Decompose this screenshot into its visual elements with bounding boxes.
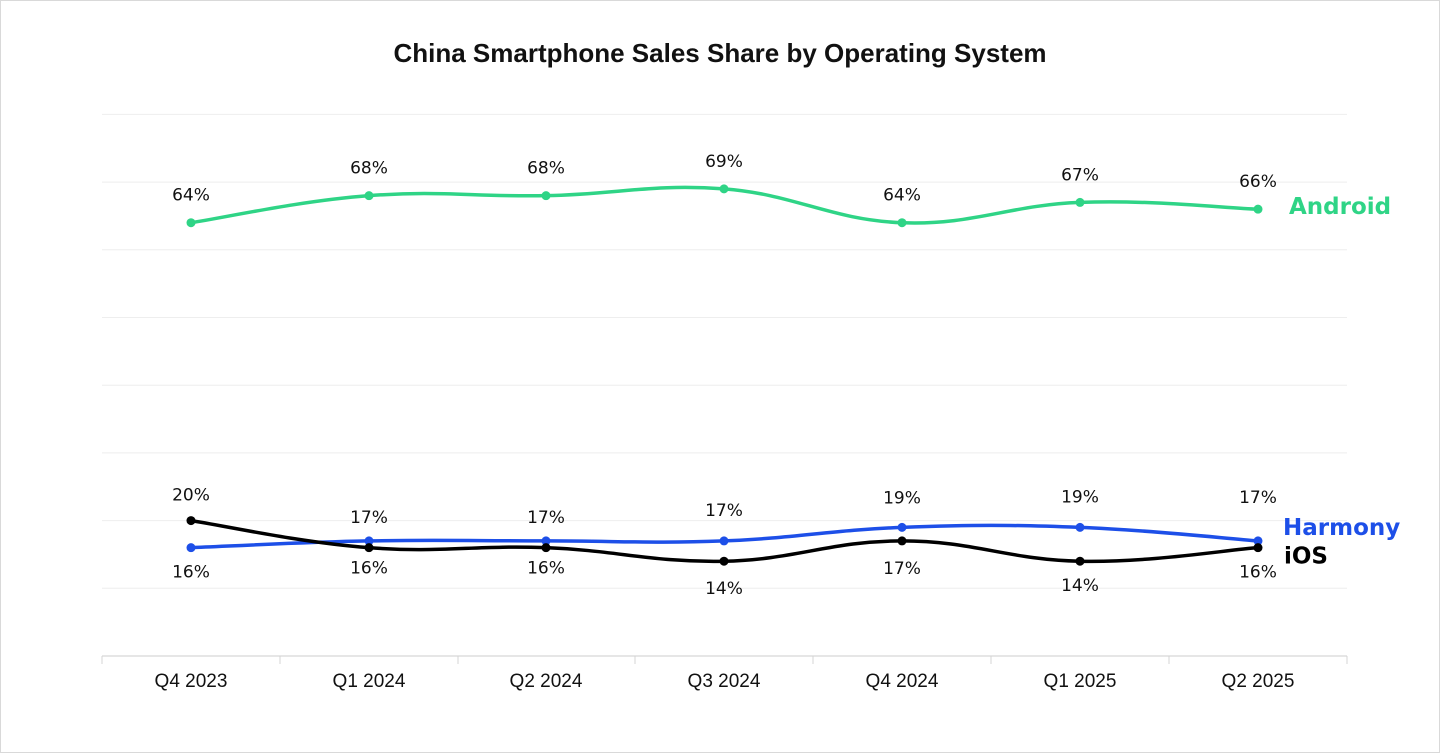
x-tick-label: Q4 2023 (155, 671, 228, 692)
ios-value-label: 16% (527, 559, 565, 579)
android-value-label: 64% (883, 186, 921, 206)
harmony-value-label: 16% (172, 563, 210, 583)
ios-point (541, 543, 551, 553)
chart-title: China Smartphone Sales Share by Operatin… (393, 38, 1047, 68)
android-point (1075, 197, 1085, 207)
harmony-point (541, 536, 551, 546)
harmony-point (1075, 522, 1085, 532)
ios-value-label: 16% (1239, 563, 1277, 583)
harmony-point (186, 543, 196, 553)
harmony-point (719, 536, 729, 546)
ios-point (1075, 556, 1085, 566)
android-value-label: 67% (1061, 165, 1099, 185)
harmony-point (897, 522, 907, 532)
x-tick-label: Q4 2024 (866, 671, 939, 692)
gridlines (102, 113, 1347, 589)
android-point (719, 184, 729, 194)
x-tick-label: Q1 2024 (333, 671, 406, 692)
x-tick-label: Q1 2025 (1044, 671, 1117, 692)
harmony-value-label: 17% (705, 501, 743, 521)
android-value-label: 68% (527, 159, 565, 179)
harmony-value-label: 19% (883, 488, 921, 508)
android-point (364, 191, 374, 201)
ios-point (1253, 543, 1263, 553)
series-lines (186, 184, 1263, 566)
harmony-value-label: 17% (1239, 488, 1277, 508)
android-value-label: 69% (705, 152, 743, 172)
ios-value-label: 17% (883, 559, 921, 579)
ios-point (897, 536, 907, 546)
harmony-value-label: 19% (1061, 487, 1099, 507)
ios-point (186, 516, 196, 526)
ios-point (719, 556, 729, 566)
android-value-label: 68% (350, 159, 388, 179)
android-value-label: 66% (1239, 172, 1277, 192)
x-tick-label: Q2 2024 (510, 671, 583, 692)
harmony-point (1253, 536, 1263, 546)
data-labels: 64% 68% 68% 69% 64% 67% 66% Android 16% 17% 17% 17%… (172, 152, 1400, 599)
android-value-label: 64% (172, 186, 210, 206)
android-point (541, 191, 551, 201)
harmony-value-label: 17% (527, 508, 565, 528)
ios-value-label: 14% (1061, 576, 1099, 596)
ios-series-name: iOS (1284, 544, 1328, 570)
android-point (186, 218, 196, 228)
harmony-series-name: Harmony (1283, 515, 1400, 541)
x-tick-label: Q2 2025 (1222, 671, 1295, 692)
ios-value-label: 14% (705, 579, 743, 599)
android-series-name: Android (1289, 194, 1391, 220)
ios-value-label: 16% (350, 559, 388, 579)
x-tick-label: Q3 2024 (688, 671, 761, 692)
android-point (897, 218, 907, 228)
x-axis: Q4 2023 Q1 2024 Q2 2024 Q3 2024 Q4 2024 Q1 20… (101, 655, 1348, 692)
ios-point (364, 543, 374, 553)
harmony-value-label: 17% (350, 508, 388, 528)
ios-value-label: 20% (172, 486, 210, 506)
harmony-point (364, 536, 374, 546)
android-point (1253, 204, 1263, 214)
